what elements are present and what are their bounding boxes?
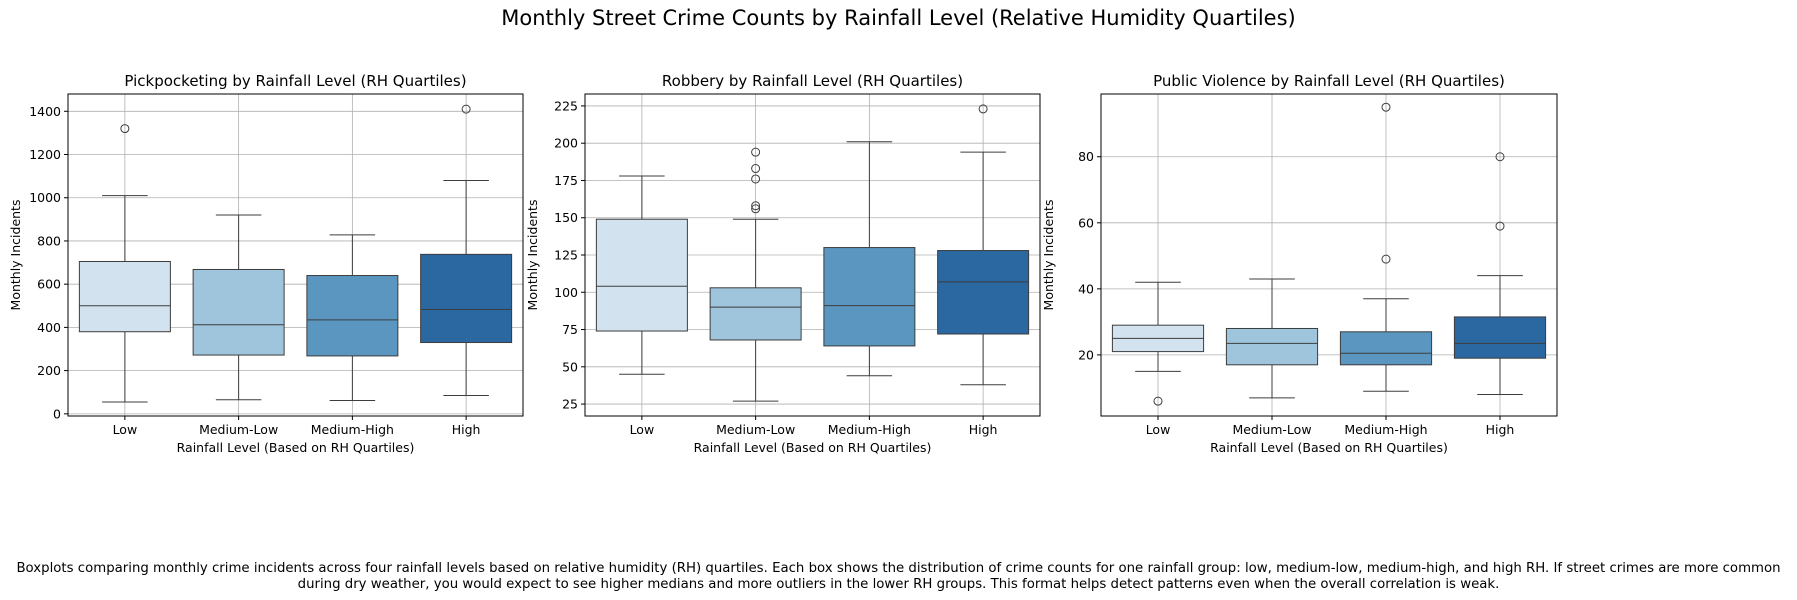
- box-medium-high: [823, 141, 916, 377]
- x-tick-label: High: [1486, 422, 1515, 437]
- box-low: [1111, 281, 1205, 406]
- chart-panel-2: 25 50 75 100 125 150 175 200 225 Low Medium-Low Med…: [525, 72, 1041, 455]
- x-tick-label: Medium-Low: [199, 422, 278, 437]
- box-high: [1453, 152, 1547, 396]
- y-tick-label: 125: [554, 248, 578, 263]
- outlier-point: [1153, 396, 1163, 406]
- box-iqr: [1339, 331, 1433, 366]
- box-iqr: [78, 260, 171, 333]
- x-axis-label: Rainfall Level (Based on RH Quartiles): [1210, 440, 1448, 455]
- y-tick-label: 100: [554, 285, 578, 300]
- box-iqr: [709, 287, 802, 341]
- x-tick-label: Low: [113, 422, 138, 437]
- box-iqr: [420, 253, 513, 344]
- x-axis-label: Rainfall Level (Based on RH Quartiles): [177, 440, 415, 455]
- y-tick-label: 0: [53, 406, 61, 421]
- x-tick-label: High: [452, 422, 481, 437]
- outlier-point: [1381, 102, 1391, 112]
- y-tick-label: 1000: [29, 190, 61, 205]
- outlier-point: [978, 104, 988, 114]
- y-tick-label: 175: [554, 173, 578, 188]
- outlier-point: [1495, 221, 1505, 231]
- x-axis-label: Rainfall Level (Based on RH Quartiles): [694, 440, 932, 455]
- x-tick-label: Low: [1146, 422, 1171, 437]
- chart-panel-3: 20 40 60 80 Low Medium-Low Medium-High High Publ…: [1041, 72, 1558, 455]
- outlier-point: [461, 104, 471, 114]
- outlier-point: [751, 201, 761, 211]
- y-tick-label: 80: [1078, 149, 1094, 164]
- y-tick-label: 75: [562, 322, 578, 337]
- box-iqr: [595, 218, 688, 332]
- x-tick-label: Low: [630, 422, 655, 437]
- x-tick-label: High: [969, 422, 998, 437]
- box-medium-high: [306, 234, 399, 401]
- y-tick-label: 600: [37, 277, 61, 292]
- outlier-point: [1381, 254, 1391, 264]
- box-medium-low: [709, 147, 802, 402]
- y-tick-label: 400: [37, 320, 61, 335]
- x-tick-label: Medium-High: [311, 422, 394, 437]
- box-iqr: [1225, 327, 1319, 366]
- outlier-point: [751, 204, 761, 214]
- y-tick-label: 800: [37, 233, 61, 248]
- box-medium-low: [192, 214, 285, 401]
- box-low: [595, 175, 688, 375]
- figure-title: Monthly Street Crime Counts by Rainfall …: [501, 6, 1296, 30]
- panel-title: Public Violence by Rainfall Level (RH Qu…: [1153, 72, 1505, 90]
- x-tick-label: Medium-Low: [1232, 422, 1311, 437]
- outlier-point: [751, 174, 761, 184]
- outlier-point: [751, 164, 761, 174]
- outlier-point: [120, 124, 130, 134]
- axes-frame: [67, 93, 524, 417]
- panel-title: Robbery by Rainfall Level (RH Quartiles): [662, 72, 963, 90]
- panel-title: Pickpocketing by Rainfall Level (RH Quar…: [124, 72, 466, 90]
- box-high: [937, 104, 1030, 386]
- y-tick-label: 25: [562, 397, 578, 412]
- y-tick-label: 1200: [29, 147, 61, 162]
- x-tick-label: Medium-High: [1344, 422, 1427, 437]
- y-tick-label: 150: [554, 210, 578, 225]
- figure-caption: Boxplots comparing monthly crime inciden…: [16, 561, 1781, 592]
- box-iqr: [192, 268, 285, 356]
- box-iqr: [1453, 316, 1547, 359]
- y-tick-label: 50: [562, 359, 578, 374]
- y-tick-label: 225: [554, 98, 578, 113]
- y-axis-label: Monthly Incidents: [525, 200, 540, 311]
- box-iqr: [937, 250, 1030, 335]
- y-axis-label: Monthly Incidents: [1041, 200, 1056, 311]
- x-tick-label: Medium-High: [828, 422, 911, 437]
- y-axis-label: Monthly Incidents: [8, 200, 23, 311]
- outlier-point: [1495, 152, 1505, 162]
- box-medium-high: [1339, 102, 1433, 392]
- y-tick-label: 60: [1078, 215, 1094, 230]
- box-low: [78, 124, 171, 403]
- y-tick-label: 1400: [29, 104, 61, 119]
- box-medium-low: [1225, 278, 1319, 399]
- chart-panel-1: 0 200 400 600 800 1000 1200 1400 Low Medium-Low Me…: [8, 72, 524, 455]
- y-tick-label: 200: [554, 136, 578, 151]
- y-tick-label: 20: [1078, 347, 1094, 362]
- x-tick-label: Medium-Low: [716, 422, 795, 437]
- y-tick-label: 40: [1078, 281, 1094, 296]
- axes-frame: [1100, 93, 1558, 417]
- box-iqr: [306, 275, 399, 357]
- y-tick-label: 200: [37, 363, 61, 378]
- outlier-point: [751, 147, 761, 157]
- box-iqr: [823, 247, 916, 347]
- box-high: [420, 104, 513, 396]
